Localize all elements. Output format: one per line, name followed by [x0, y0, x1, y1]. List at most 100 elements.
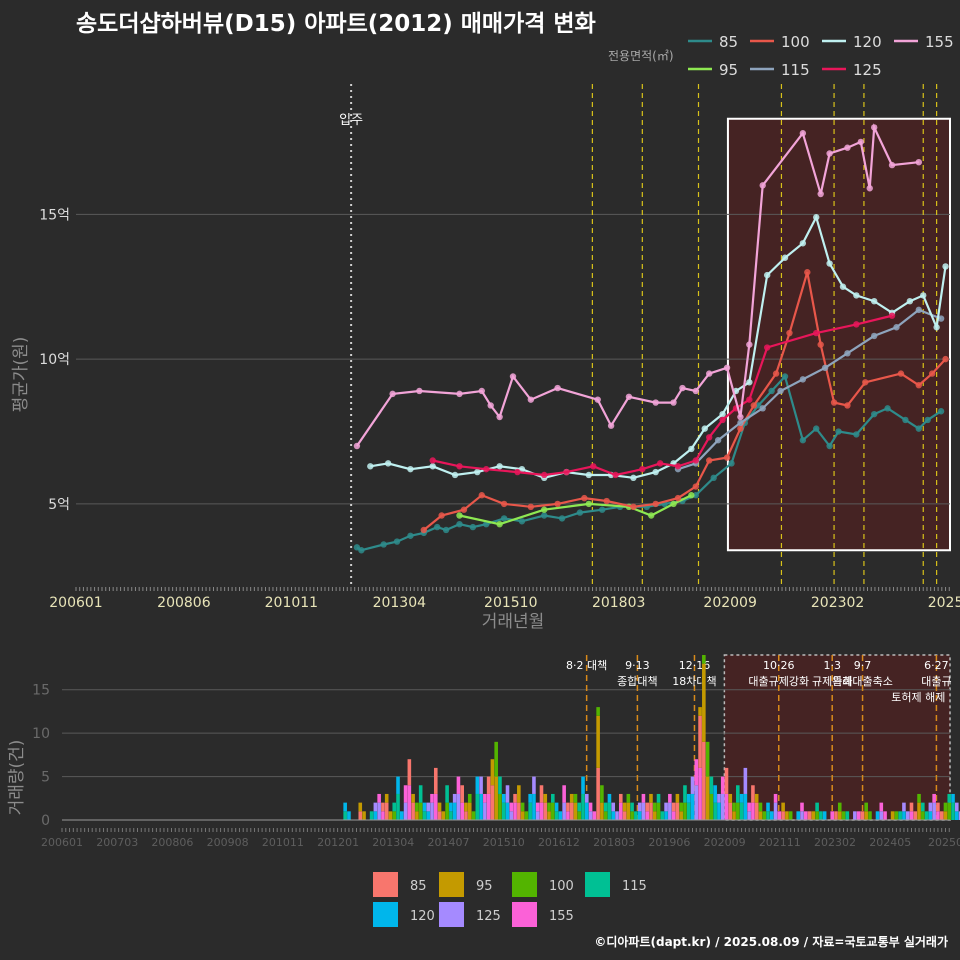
volume-bar-segment — [588, 802, 593, 812]
volume-x-tick-label: 201906 — [648, 836, 690, 849]
volume-x-tick-label: 201304 — [372, 836, 414, 849]
data-point-100 — [500, 500, 508, 508]
volume-bar-segment — [758, 811, 763, 820]
volume-bar-segment — [958, 811, 960, 820]
volume-bar-segment — [947, 793, 952, 803]
data-point-85 — [456, 520, 463, 528]
volume-bar-segment — [618, 802, 623, 820]
volume-bar-segment — [456, 793, 461, 820]
volume-bar-segment — [396, 793, 400, 820]
volume-bar-segment — [577, 802, 582, 812]
data-point-120 — [701, 425, 708, 432]
volume-bar-segment — [611, 802, 616, 812]
volume-bar-segment — [656, 793, 661, 803]
volume-bar-segment — [766, 802, 770, 812]
data-point-125 — [563, 468, 570, 476]
volume-bar-segment — [947, 802, 952, 820]
data-point-120 — [688, 445, 695, 453]
volume-bar-segment — [554, 802, 559, 812]
data-point-155 — [496, 413, 503, 421]
data-point-115 — [870, 332, 878, 340]
volume-bar-segment — [532, 776, 536, 794]
volume-bar-segment — [464, 811, 468, 820]
volume-bar-segment — [535, 811, 540, 820]
data-point-120 — [763, 271, 771, 279]
volume-bar-segment — [343, 811, 347, 820]
data-point-125 — [656, 460, 664, 467]
volume-bar-segment — [449, 802, 453, 812]
volume-bar-segment — [430, 793, 434, 803]
volume-legend-label-115: 115 — [622, 879, 647, 894]
volume-bar-segment — [483, 793, 487, 803]
volume-bar-segment — [917, 802, 921, 820]
data-point-155 — [817, 190, 824, 198]
volume-bar-segment — [686, 802, 691, 820]
x-tick-label: 202009 — [703, 595, 756, 611]
data-point-85 — [558, 515, 566, 522]
volume-bar-segment — [535, 802, 540, 812]
volume-bar-segment — [736, 785, 740, 803]
data-point-100 — [804, 269, 811, 276]
volume-legend: 85 95 100 115 120 125 155 — [373, 872, 647, 927]
data-point-100 — [527, 503, 535, 511]
volume-bar-segment — [913, 811, 918, 820]
data-point-85 — [358, 547, 365, 554]
volume-bar-segment — [728, 793, 733, 803]
volume-bar-segment — [928, 811, 933, 820]
volume-bar-segment — [709, 793, 714, 820]
volume-legend-swatch-100 — [512, 872, 537, 897]
data-point-125 — [429, 457, 436, 464]
data-point-125 — [541, 471, 548, 479]
data-point-155 — [416, 387, 423, 395]
volume-bar-segment — [921, 811, 925, 820]
y-tick-label: 10억 — [39, 352, 70, 368]
data-point-155 — [888, 161, 896, 169]
volume-bar-segment — [513, 793, 517, 803]
volume-bar-segment — [728, 802, 733, 820]
data-point-125 — [719, 416, 726, 424]
volume-bar-segment — [566, 802, 570, 812]
volume-bar-segment — [951, 793, 955, 803]
volume-bar-segment — [702, 741, 706, 820]
x-tick-label: 201510 — [484, 595, 537, 611]
volume-bar-segment — [679, 802, 683, 812]
data-point-100 — [897, 370, 905, 377]
chart-title: 송도더샵하버뷰(D15) 아파트(2012) 매매가격 변화 — [76, 11, 596, 37]
volume-bar-segment — [479, 793, 483, 820]
volume-bar-segment — [649, 802, 653, 820]
volume-bar-segment — [456, 776, 461, 794]
volume-bar-segment — [803, 811, 808, 820]
volume-bar-segment — [494, 776, 498, 820]
volume-bar-segment — [381, 802, 385, 812]
data-point-125 — [813, 329, 820, 337]
volume-y-tick-label: 10 — [32, 726, 50, 742]
data-point-120 — [367, 463, 374, 470]
volume-bar-segment — [902, 811, 906, 820]
data-point-155 — [607, 422, 615, 429]
policy-label: 종합대책 — [617, 675, 657, 688]
volume-bar-segment — [834, 811, 838, 820]
volume-bar-segment — [520, 802, 525, 812]
volume-bar-segment — [403, 785, 408, 803]
volume-bar-segment — [615, 811, 619, 820]
data-point-125 — [483, 465, 490, 473]
data-point-120 — [870, 297, 878, 305]
data-point-100 — [737, 425, 744, 432]
volume-legend-swatch-120 — [373, 902, 398, 927]
data-point-155 — [866, 185, 873, 192]
volume-bar-segment — [705, 741, 710, 777]
volume-bar-segment — [475, 776, 480, 794]
volume-bar-segment — [698, 767, 702, 820]
data-point-155 — [652, 399, 659, 406]
volume-x-tick-label: 200703 — [96, 836, 138, 849]
policy-label: 8·2 대책 — [566, 659, 607, 672]
volume-bar-segment — [581, 793, 585, 820]
volume-bar-segment — [637, 802, 642, 812]
data-point-120 — [906, 297, 914, 305]
volume-bar-segment — [811, 811, 816, 820]
volume-bar-segment — [426, 802, 431, 812]
volume-bar-segment — [856, 811, 861, 820]
volume-bar-segment — [381, 811, 385, 820]
volume-bar-segment — [418, 785, 423, 803]
volume-bar-segment — [671, 811, 676, 820]
